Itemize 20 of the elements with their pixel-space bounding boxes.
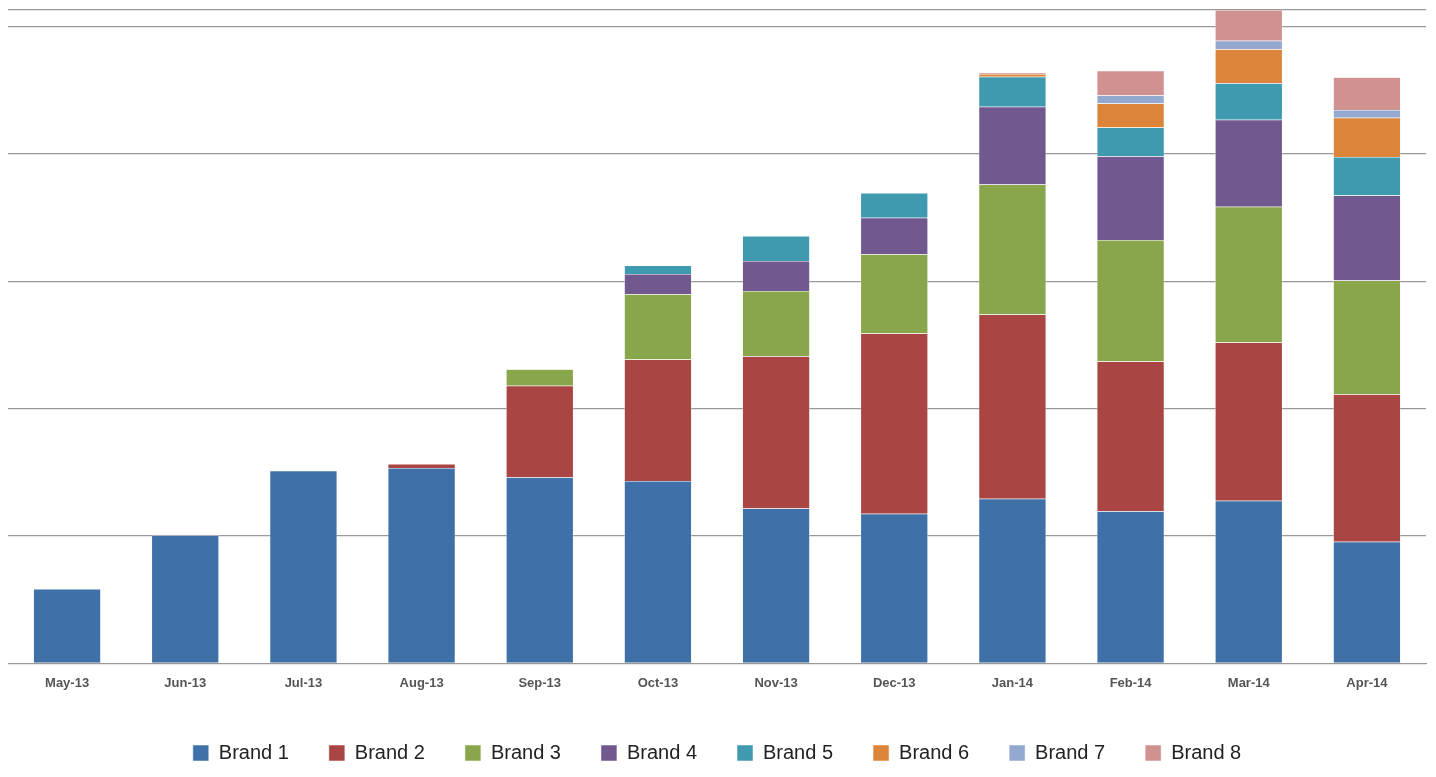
x-tick-label: Nov-13: [754, 674, 798, 690]
legend-label: Brand 3: [490, 740, 561, 763]
x-tick-label: Aug-13: [399, 674, 444, 690]
x-tick-label: Apr-14: [1346, 674, 1389, 690]
legend-label: Brand 2: [354, 740, 425, 763]
x-tick-label: Jul-13: [284, 674, 323, 690]
x-tick-label: Oct-13: [637, 674, 679, 690]
legend-label: Brand 8: [1171, 740, 1242, 763]
x-tick-label: Mar-14: [1227, 674, 1271, 690]
x-tick-label: Dec-13: [872, 674, 916, 690]
legend-label: Brand 4: [626, 740, 698, 763]
x-tick-label: Sep-13: [518, 674, 562, 690]
x-tick-label: May-13: [45, 674, 90, 690]
x-tick-label: Feb-14: [1109, 674, 1153, 690]
legend-label: Brand 1: [218, 740, 289, 763]
x-tick-label: Jan-14: [991, 674, 1034, 690]
x-tick-label: Jun-13: [164, 674, 207, 690]
legend-label: Brand 6: [899, 740, 970, 763]
legend-label: Brand 7: [1035, 740, 1106, 763]
legend-label: Brand 5: [763, 740, 834, 763]
